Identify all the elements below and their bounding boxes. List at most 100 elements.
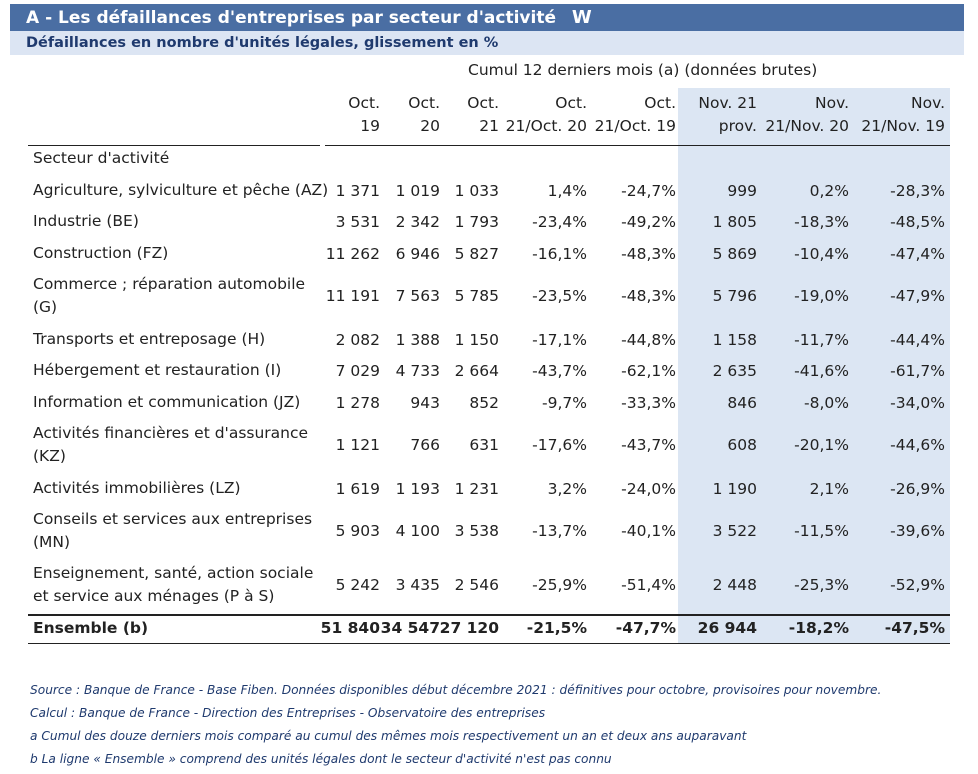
table-cell: 1 231 [454, 480, 499, 498]
table-cell: -44,8% [621, 331, 676, 349]
total-rule-bottom [28, 643, 950, 644]
table-cell: 2 342 [395, 213, 440, 231]
table-cell: -33,3% [621, 394, 676, 412]
table-cell: -49,2% [621, 213, 676, 231]
table-cell: 1 193 [395, 480, 440, 498]
total-cell: 51 840 [320, 619, 380, 637]
table-cell: 5 903 [335, 522, 380, 540]
table-cell: 5 242 [335, 576, 380, 594]
group-header: Cumul 12 derniers mois (a) (données brut… [468, 61, 818, 79]
column-header-line1: Oct. [408, 94, 440, 112]
row-label: Information et communication (JZ) [33, 393, 301, 411]
table-cell: 1 805 [712, 213, 757, 231]
table-cell: 3 522 [712, 522, 757, 540]
table-cell: -41,6% [794, 362, 849, 380]
table-cell: -44,6% [890, 436, 945, 454]
column-header-line2: 21/Nov. 19 [861, 117, 945, 135]
table-cell: 852 [469, 394, 499, 412]
table-cell: -19,0% [794, 287, 849, 305]
column-header-line1: Oct. [348, 94, 380, 112]
row-label: et service aux ménages (P à S) [33, 587, 275, 605]
table-cell: 2 546 [454, 576, 499, 594]
column-header-line1: Nov. 21 [698, 94, 757, 112]
table-cell: -8,0% [804, 394, 849, 412]
table-cell: -11,7% [794, 331, 849, 349]
row-label: (MN) [33, 533, 71, 551]
column-header-line2: 19 [360, 117, 380, 135]
table-cell: -43,7% [532, 362, 587, 380]
row-label: Enseignement, santé, action sociale [33, 564, 314, 582]
table-cell: 4 733 [395, 362, 440, 380]
table-cell: -23,5% [532, 287, 587, 305]
total-cell: -21,5% [526, 619, 587, 637]
table-cell: 11 262 [325, 245, 380, 263]
table-cell: 2 082 [335, 331, 380, 349]
table-cell: 1 793 [454, 213, 499, 231]
table-cell: 1 150 [454, 331, 499, 349]
total-cell: 26 944 [697, 619, 757, 637]
table-cell: -18,3% [794, 213, 849, 231]
table-cell: 1 371 [335, 182, 380, 200]
footnote-line: a Cumul des douze derniers mois comparé … [30, 729, 747, 743]
table-cell: 1 278 [335, 394, 380, 412]
row-label: Commerce ; réparation automobile [33, 275, 306, 293]
table-cell: 4 100 [395, 522, 440, 540]
total-cell: 34 547 [380, 619, 440, 637]
table-cell: -44,4% [890, 331, 945, 349]
row-label: (G) [33, 298, 58, 316]
footnote-line: b La ligne « Ensemble » comprend des uni… [30, 752, 612, 766]
table-cell: -52,9% [890, 576, 945, 594]
table-cell: -25,3% [794, 576, 849, 594]
column-header-line2: 21/Oct. 20 [505, 117, 587, 135]
table-cell: 5 796 [712, 287, 757, 305]
table-cell: 3 538 [454, 522, 499, 540]
row-label: Hébergement et restauration (I) [33, 361, 282, 379]
table-cell: 631 [469, 436, 499, 454]
table-cell: 1 158 [712, 331, 757, 349]
table-cell: -48,3% [621, 287, 676, 305]
table-cell: 7 563 [395, 287, 440, 305]
table-cell: 5 869 [712, 245, 757, 263]
table-cell: -47,9% [890, 287, 945, 305]
table-cell: 1 033 [454, 182, 499, 200]
table-cell: -28,3% [890, 182, 945, 200]
table-title-bar: A - Les défaillances d'entreprises par s… [10, 4, 964, 31]
table-cell: -10,4% [794, 245, 849, 263]
column-header-line2: 21/Oct. 19 [594, 117, 676, 135]
table-cell: -23,4% [532, 213, 587, 231]
table-cell: 2 664 [454, 362, 499, 380]
table-cell: 2 448 [712, 576, 757, 594]
table-cell: 7 029 [335, 362, 380, 380]
table-cell: 1 019 [395, 182, 440, 200]
table-cell: -48,3% [621, 245, 676, 263]
table-cell: -51,4% [621, 576, 676, 594]
column-header-line1: Nov. [815, 94, 849, 112]
table-cell: 1 121 [335, 436, 380, 454]
row-label: (KZ) [33, 447, 66, 465]
table-cell: -40,1% [621, 522, 676, 540]
table-cell: 943 [410, 394, 440, 412]
table-subtitle: Défaillances en nombre d'unités légales,… [10, 31, 964, 55]
column-header-line1: Nov. [911, 94, 945, 112]
table-cell: 0,2% [809, 182, 849, 200]
table-cell: -26,9% [890, 480, 945, 498]
total-cell: 27 120 [439, 619, 499, 637]
column-header-line2: 20 [420, 117, 440, 135]
table-cell: -43,7% [621, 436, 676, 454]
table-cell: 6 946 [395, 245, 440, 263]
row-label: Conseils et services aux entreprises [33, 510, 313, 528]
total-cell: -47,5% [884, 619, 945, 637]
table-cell: -62,1% [621, 362, 676, 380]
table-cell: 11 191 [325, 287, 380, 305]
table-cell: 608 [727, 436, 757, 454]
table-cell: 766 [410, 436, 440, 454]
column-header-line2: 21 [479, 117, 499, 135]
total-cell: -47,7% [615, 619, 676, 637]
table-cell: -13,7% [532, 522, 587, 540]
brand-logo-icon: W [571, 7, 592, 28]
table-cell: -9,7% [542, 394, 587, 412]
table-cell: 2 635 [712, 362, 757, 380]
footnote-line: Calcul : Banque de France - Direction de… [30, 706, 546, 720]
table-cell: 1 190 [712, 480, 757, 498]
table-cell: -16,1% [532, 245, 587, 263]
